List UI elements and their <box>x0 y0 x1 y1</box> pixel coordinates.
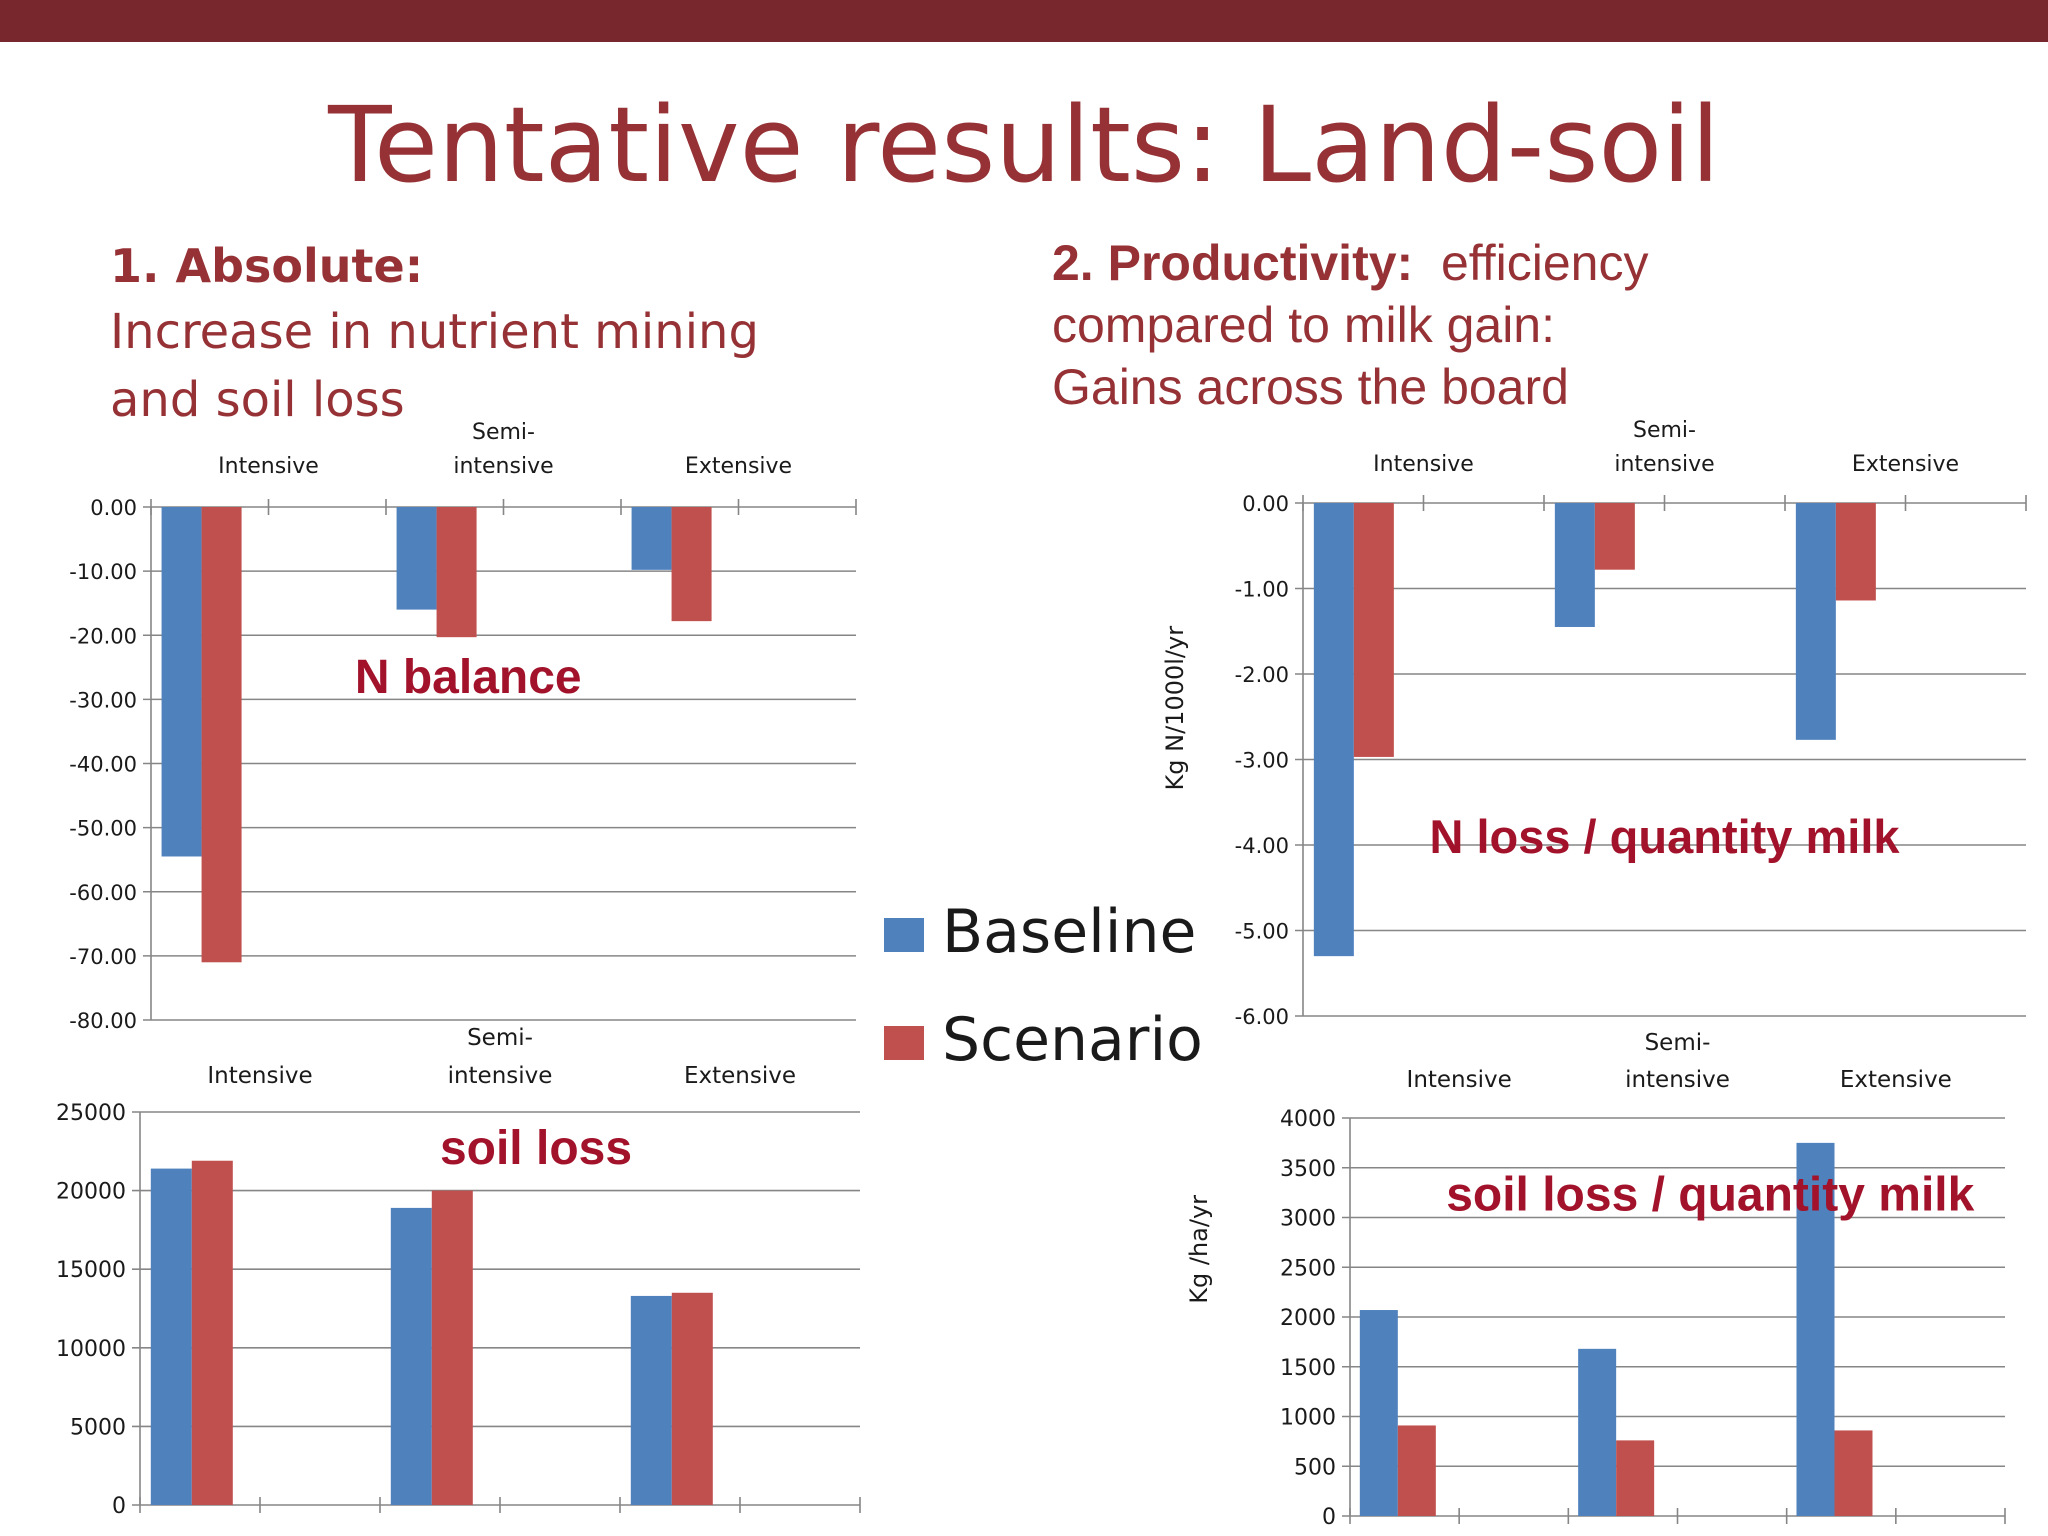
bar-scenario-intensive <box>1397 1425 1436 1516</box>
category-label: intensive <box>1625 1067 1730 1093</box>
category-label: Semi- <box>1645 1030 1711 1056</box>
section-absolute: 1. Absolute: Increase in nutrient mining… <box>110 234 759 434</box>
legend-label-scenario: Scenario <box>942 1005 1203 1075</box>
y-tick-label: 2500 <box>1280 1256 1336 1281</box>
chart-n-loss-per-milk: 0.00 -1.00 -2.00 -3.00 -4.00 -5.00 -6.00 Intens… <box>1161 418 2027 1029</box>
category-label: Extensive <box>684 1063 796 1089</box>
category-label: Semi- <box>472 420 535 445</box>
bar-scenario-extensive <box>1834 1430 1873 1516</box>
chart-title: N balance <box>355 651 582 704</box>
y-tick-label: 3500 <box>1280 1157 1336 1182</box>
bar-baseline-intensive <box>1359 1310 1398 1516</box>
y-tick-label: -40.00 <box>69 753 137 777</box>
y-tick-label: -1.00 <box>1235 578 1289 602</box>
y-tick-label: -80.00 <box>69 1009 137 1033</box>
bar-baseline-semi-intensive <box>1554 503 1595 627</box>
legend-swatch-baseline <box>884 918 924 952</box>
y-tick-label: -5.00 <box>1235 920 1289 944</box>
y-tick-label: 20000 <box>56 1180 126 1205</box>
bar-scenario-semi-intensive <box>1594 503 1635 570</box>
bar-scenario-extensive <box>671 507 712 622</box>
chart-title: N loss / quantity milk <box>1429 810 1900 863</box>
y-tick-label: -2.00 <box>1235 663 1289 687</box>
bar-scenario-intensive <box>1353 503 1394 757</box>
bar-baseline-extensive <box>630 1295 672 1505</box>
section-absolute-line2: and soil loss <box>110 372 405 428</box>
chart-soil-loss: 25000 20000 15000 10000 5000 0 Intensive Semi-i… <box>56 1025 861 1519</box>
bar-baseline-extensive <box>631 507 672 570</box>
bar-baseline-intensive <box>150 1168 192 1505</box>
legend-label-baseline: Baseline <box>942 897 1197 967</box>
category-label: Extensive <box>1840 1067 1952 1093</box>
y-tick-label: 1500 <box>1280 1356 1336 1381</box>
bar-scenario-semi-intensive <box>1616 1440 1655 1516</box>
y-tick-label: -20.00 <box>69 624 137 648</box>
y-tick-label: 2000 <box>1280 1306 1336 1331</box>
y-tick-label: -4.00 <box>1235 834 1289 858</box>
category-label: intensive <box>448 1063 553 1089</box>
y-tick-label: 0.00 <box>1242 492 1289 516</box>
bar-baseline-intensive <box>1313 503 1354 957</box>
y-tick-label: 5000 <box>70 1415 126 1440</box>
slide-title: Tentative results: Land-soil <box>328 84 1720 206</box>
bar-scenario-extensive <box>671 1292 713 1505</box>
y-tick-label: -60.00 <box>69 881 137 905</box>
y-tick-label: 3000 <box>1280 1207 1336 1232</box>
section-productivity-line3: Gains across the board <box>1052 359 1569 415</box>
category-label: Extensive <box>1852 452 1959 477</box>
y-tick-label: 15000 <box>56 1258 126 1283</box>
chart-title: soil loss / quantity milk <box>1446 1168 1974 1221</box>
bar-scenario-semi-intensive <box>436 507 477 638</box>
y-tick-label: -10.00 <box>69 560 137 584</box>
top-accent-bar <box>0 0 2048 42</box>
y-tick-label: 0.00 <box>90 496 137 520</box>
section-productivity-heading: 2. Productivity: <box>1052 235 1414 291</box>
bar-baseline-extensive <box>1795 503 1836 740</box>
chart-title: soil loss <box>440 1122 632 1175</box>
y-tick-label: 25000 <box>56 1101 126 1126</box>
y-axis-title: Kg N/1000l/yr <box>1161 626 1189 791</box>
category-label: Intensive <box>207 1063 312 1089</box>
y-tick-label: 4000 <box>1280 1107 1336 1132</box>
y-tick-label: 10000 <box>56 1337 126 1362</box>
section-productivity-line1: 2. Productivity: efficiency <box>1052 232 1649 294</box>
section-productivity-heading-rest: efficiency <box>1413 235 1649 291</box>
bar-scenario-semi-intensive <box>431 1190 473 1505</box>
section-absolute-heading: 1. Absolute: <box>110 239 424 293</box>
bar-scenario-intensive <box>191 1160 233 1505</box>
legend-swatch-scenario <box>884 1026 924 1060</box>
y-axis-title: Kg /ha/yr <box>1185 1195 1213 1304</box>
y-tick-label: 0 <box>112 1494 126 1519</box>
bar-baseline-semi-intensive <box>1578 1348 1617 1516</box>
y-tick-label: 1000 <box>1280 1406 1336 1431</box>
chart-soil-loss-per-milk: 4000 3500 3000 2500 2000 1500 1000 500 0 Intensiv… <box>1185 1030 2006 1530</box>
bar-baseline-intensive <box>161 507 202 857</box>
y-tick-label: -30.00 <box>69 688 137 712</box>
category-label: intensive <box>453 454 553 479</box>
category-label: Intensive <box>1373 452 1474 477</box>
bar-baseline-semi-intensive <box>390 1207 432 1505</box>
category-label: Extensive <box>685 454 792 479</box>
y-tick-label: -3.00 <box>1235 749 1289 773</box>
section-productivity: 2. Productivity: efficiency compared to … <box>1052 232 1649 418</box>
category-label: Intensive <box>1407 1067 1512 1093</box>
y-tick-label: -50.00 <box>69 817 137 841</box>
bar-baseline-extensive <box>1796 1142 1835 1516</box>
chart-n-balance: 0.00 -10.00 -20.00 -30.00 -40.00 -50.00 -60.00… <box>69 420 857 1033</box>
bar-baseline-semi-intensive <box>396 507 437 610</box>
y-tick-label: -6.00 <box>1235 1005 1289 1029</box>
category-label: intensive <box>1614 452 1714 477</box>
category-label: Semi- <box>467 1025 533 1051</box>
bar-scenario-intensive <box>201 507 242 963</box>
bar-scenario-extensive <box>1835 503 1876 601</box>
y-tick-label: 500 <box>1294 1455 1336 1480</box>
category-label: Semi- <box>1633 418 1696 443</box>
y-tick-label: 0 <box>1322 1505 1336 1530</box>
section-productivity-line2: compared to milk gain: <box>1052 297 1556 353</box>
y-tick-label: -70.00 <box>69 945 137 969</box>
section-absolute-line1: Increase in nutrient mining <box>110 304 759 360</box>
category-label: Intensive <box>218 454 319 479</box>
